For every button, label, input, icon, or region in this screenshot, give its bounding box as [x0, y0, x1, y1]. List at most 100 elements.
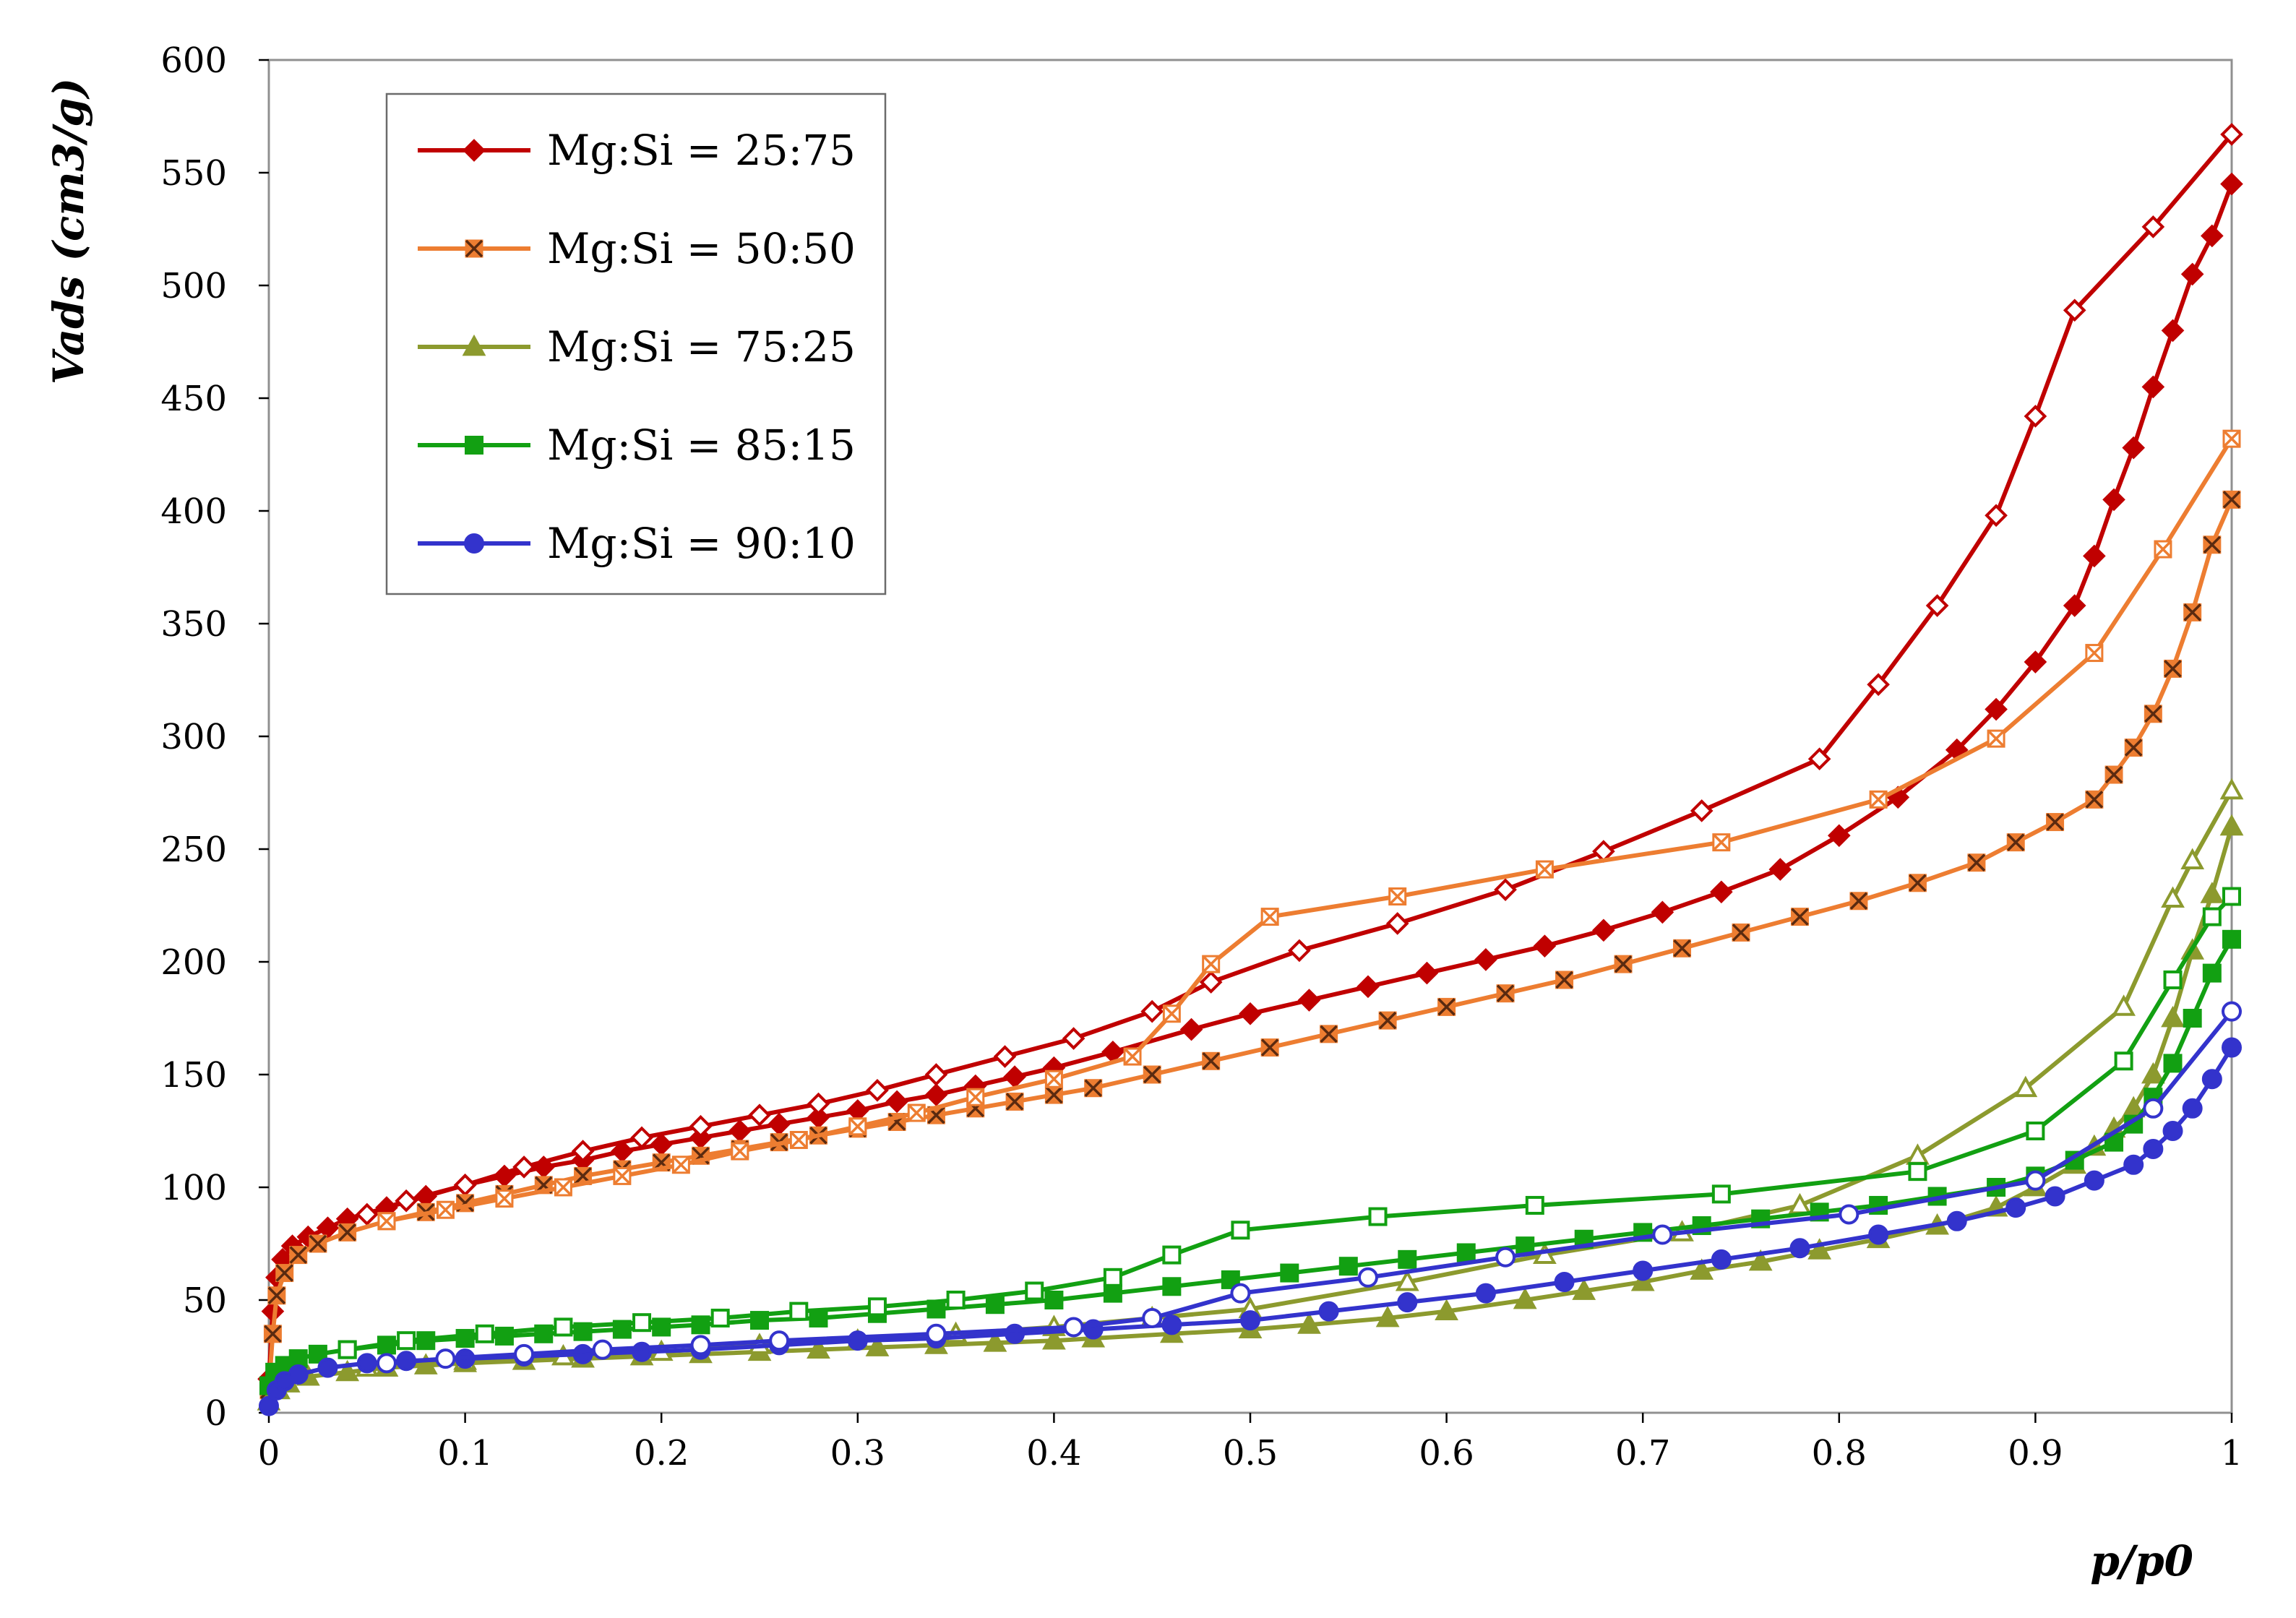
data-point — [2222, 887, 2241, 906]
x-tick-label: 0.7 — [1615, 1433, 1670, 1473]
data-point — [592, 1339, 613, 1360]
data-point — [2154, 540, 2172, 559]
data-point — [926, 1323, 947, 1344]
data-point — [495, 1189, 514, 1208]
data-point — [2025, 1170, 2046, 1191]
data-point — [288, 1349, 308, 1369]
series-1 — [257, 123, 2243, 1391]
data-point — [2201, 1069, 2222, 1090]
marker-cross — [2046, 813, 2064, 831]
marker-cross — [437, 1200, 455, 1219]
data-point — [1711, 1184, 1731, 1204]
data-point — [1849, 892, 1868, 911]
data-point — [574, 1166, 593, 1185]
legend-label: Mg:Si = 85:15 — [547, 421, 856, 470]
x-tick-label: 0.1 — [437, 1433, 492, 1473]
data-point — [1827, 824, 1851, 848]
data-point — [2123, 1154, 2144, 1175]
data-point — [2163, 970, 2183, 989]
y-tick-label: 450 — [160, 379, 227, 419]
series-group — [257, 123, 2244, 1416]
data-point — [671, 1156, 690, 1174]
data-point — [1062, 1027, 1085, 1050]
data-point — [1388, 887, 1407, 906]
data-point — [435, 1348, 456, 1369]
data-point — [1437, 997, 1456, 1016]
marker-cross — [1791, 908, 1809, 926]
data-point — [1710, 880, 1733, 904]
data-point — [748, 1103, 771, 1127]
data-point — [1143, 1065, 1161, 1084]
data-point — [847, 1330, 868, 1351]
marker-cross — [1378, 1011, 1397, 1030]
marker-cross — [554, 1178, 572, 1197]
data-point — [1375, 1305, 1400, 1327]
data-point — [1946, 1210, 1967, 1231]
marker-cross — [2104, 765, 2123, 784]
data-point — [983, 1330, 1007, 1352]
data-point — [1044, 1070, 1063, 1088]
data-point — [572, 1343, 593, 1364]
x-tick-label: 0.4 — [1026, 1433, 1081, 1473]
data-point — [1712, 833, 1731, 852]
marker-cross — [1123, 1047, 1142, 1066]
data-point — [2183, 603, 2202, 621]
data-point — [807, 1092, 830, 1116]
marker-cross — [267, 1286, 286, 1304]
data-point — [1633, 1260, 1654, 1281]
data-point — [1554, 1272, 1575, 1293]
data-point — [1385, 912, 1409, 935]
marker-cross — [790, 1131, 808, 1149]
data-point — [2201, 224, 2224, 248]
data-point — [338, 1223, 357, 1242]
data-point — [1690, 1258, 1714, 1280]
data-point — [2219, 778, 2244, 800]
data-point — [2180, 848, 2205, 869]
x-tick-label: 1 — [2221, 1433, 2243, 1473]
data-point — [1103, 1268, 1122, 1287]
x-tick-label: 0.6 — [1419, 1433, 1474, 1473]
data-point — [1868, 1224, 1889, 1245]
marker-cross — [2144, 705, 2162, 723]
data-point — [2063, 594, 2086, 617]
data-point — [1985, 697, 2008, 721]
data-point — [289, 1246, 308, 1265]
data-point — [1525, 1195, 1544, 1215]
marker-cross — [2222, 429, 2241, 448]
marker-cross — [1202, 955, 1220, 973]
legend-entry: Mg:Si = 75:25 — [418, 322, 856, 371]
data-point — [2162, 1121, 2183, 1141]
data-point — [2122, 436, 2146, 460]
series-5 — [259, 1001, 2242, 1416]
marker-cross — [1712, 833, 1731, 851]
data-point — [337, 1340, 357, 1359]
marker-cross — [672, 1156, 690, 1174]
marker-cross — [1388, 887, 1406, 905]
legend-entry: Mg:Si = 25:75 — [418, 126, 856, 175]
data-point — [571, 1140, 595, 1163]
marker-cross — [1869, 791, 1888, 809]
data-point — [2143, 1098, 2164, 1119]
data-point — [2163, 1054, 2183, 1073]
y-tick-label: 250 — [160, 830, 227, 870]
data-point — [376, 1353, 397, 1374]
data-point — [1025, 1281, 1044, 1301]
data-point — [1908, 874, 1927, 892]
data-point — [1513, 1287, 1537, 1309]
data-point — [2112, 994, 2136, 1016]
data-point — [1202, 1051, 1221, 1070]
y-tick-label: 100 — [160, 1168, 227, 1208]
data-point — [2024, 405, 2047, 428]
x-tick-label: 0 — [258, 1433, 280, 1473]
data-point — [692, 1146, 710, 1165]
marker-cross — [1496, 984, 1515, 1002]
data-point — [1320, 1025, 1338, 1043]
marker-cross — [2085, 644, 2104, 662]
data-point — [1630, 1269, 1655, 1291]
data-point — [1807, 1238, 1832, 1260]
marker-cross — [309, 1234, 327, 1253]
data-point — [1142, 1307, 1163, 1328]
data-point — [907, 1103, 926, 1122]
y-tick-label: 50 — [183, 1281, 227, 1321]
data-point — [2161, 1005, 2185, 1028]
